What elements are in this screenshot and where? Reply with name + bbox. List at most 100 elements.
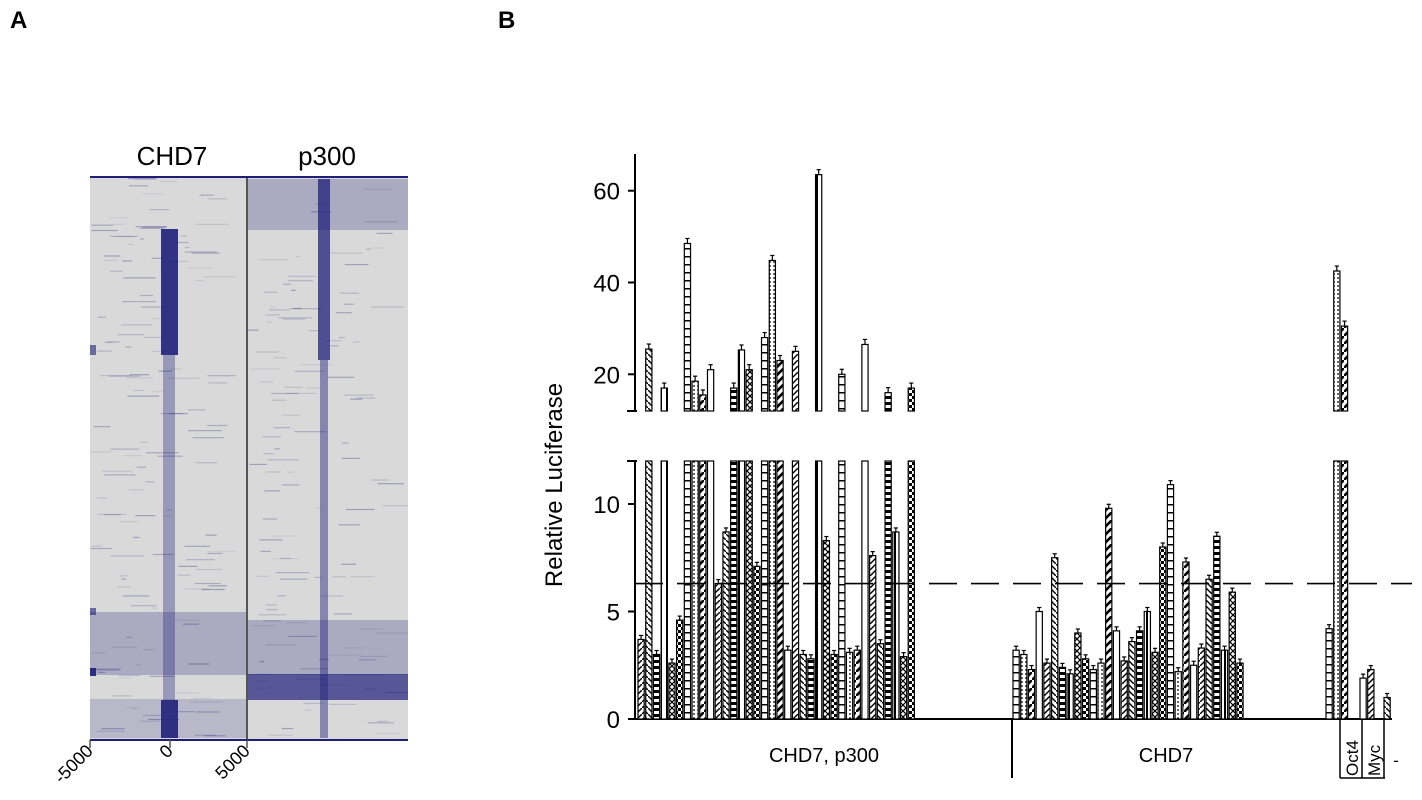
heatmap-streak xyxy=(103,255,121,257)
heatmap-streak xyxy=(204,735,226,737)
heatmap-streak xyxy=(168,413,188,415)
heatmap-streak xyxy=(277,595,286,597)
heatmap-streak xyxy=(148,718,180,721)
heatmap-streak xyxy=(272,399,287,401)
heatmap-streak xyxy=(294,431,327,433)
heatmap-streak xyxy=(207,375,236,377)
heatmap-streak xyxy=(188,663,210,665)
heatmap-streak xyxy=(129,185,149,187)
heatmap-streak xyxy=(202,194,214,196)
heatmap-streak xyxy=(151,607,158,609)
heatmap-streak xyxy=(97,513,127,515)
bar xyxy=(1383,692,1391,720)
y-tick-label: 10 xyxy=(593,492,620,519)
heatmap-streak xyxy=(206,551,236,553)
heatmap-streak xyxy=(288,275,317,277)
heatmap-streak xyxy=(270,306,276,308)
heatmap-streak xyxy=(149,675,175,677)
bar xyxy=(868,550,877,720)
bar xyxy=(637,634,645,720)
group-label: Myc xyxy=(1365,744,1384,776)
bar xyxy=(1325,624,1333,720)
bar xyxy=(645,343,653,720)
bar xyxy=(768,254,777,720)
heatmap-streak xyxy=(169,241,189,244)
y-tick-labels: 0 5 10 20 40 60 xyxy=(593,179,635,734)
bar xyxy=(1197,643,1206,720)
bar xyxy=(1333,265,1341,720)
heatmap-streak xyxy=(165,509,173,511)
heatmap-streak xyxy=(112,695,132,697)
bar xyxy=(1074,628,1082,720)
heatmap-streak xyxy=(289,308,321,310)
heatmap-streak xyxy=(90,547,112,550)
heatmap-streak xyxy=(119,677,132,679)
bar xyxy=(1020,649,1028,720)
heatmap-streak xyxy=(300,364,333,366)
heatmap-streak xyxy=(274,357,287,359)
bar xyxy=(807,654,815,720)
heatmap-streak xyxy=(123,277,156,279)
bar xyxy=(1220,645,1229,720)
heatmap-streak xyxy=(157,455,183,457)
heatmap-streak xyxy=(258,680,268,682)
bar xyxy=(683,237,692,720)
bar xyxy=(1189,660,1198,720)
bar xyxy=(830,649,838,720)
bar xyxy=(838,368,846,720)
heatmap-streak xyxy=(333,613,352,615)
heatmap-streak xyxy=(92,652,107,654)
heatmap-streak xyxy=(116,236,133,238)
heatmap-streak xyxy=(168,260,189,262)
heatmap-streak xyxy=(256,575,269,577)
heatmap-streak xyxy=(186,559,215,561)
heatmap-streak xyxy=(303,702,324,705)
heatmap-streak xyxy=(288,635,317,637)
heatmap-streak xyxy=(341,457,360,459)
bar xyxy=(799,649,807,720)
heatmap-streak xyxy=(117,586,131,588)
heatmap-streak xyxy=(266,604,277,606)
heatmap-streak xyxy=(207,552,223,555)
bar xyxy=(722,527,730,720)
bar xyxy=(1128,636,1136,720)
bar xyxy=(892,527,900,720)
bar xyxy=(675,615,684,720)
heatmap-streak xyxy=(267,459,299,461)
heatmap-streak xyxy=(344,264,369,266)
heatmap-streak xyxy=(142,649,155,651)
heatmap-streak xyxy=(365,688,377,690)
heatmap-streak xyxy=(188,267,213,269)
heatmap-streak xyxy=(158,370,173,372)
heatmap-streak xyxy=(268,734,293,736)
bar xyxy=(1050,553,1059,720)
bar xyxy=(784,645,792,720)
heatmap-streak xyxy=(208,382,228,384)
bar xyxy=(1367,664,1375,720)
bar xyxy=(1112,626,1121,720)
heatmap-streak xyxy=(271,535,297,537)
p300-dense-region xyxy=(247,674,408,700)
heatmap-streak xyxy=(175,692,200,694)
bar xyxy=(1143,606,1152,720)
heatmap-streak xyxy=(196,711,220,713)
heatmap-streak xyxy=(335,312,352,314)
heatmap-streak xyxy=(338,524,360,526)
heatmap-streak xyxy=(330,345,339,347)
heatmap-streak xyxy=(255,351,279,353)
heatmap-streak xyxy=(139,227,164,229)
heatmap-streak xyxy=(326,654,359,656)
heatmap-streak xyxy=(119,575,128,577)
heatmap-streak xyxy=(149,209,170,211)
heatmap-streak xyxy=(364,221,398,223)
bar xyxy=(1081,654,1090,720)
heatmap-streak xyxy=(110,646,138,648)
bar xyxy=(668,658,676,720)
heatmap-streak xyxy=(98,316,106,318)
heatmap-streak xyxy=(363,188,393,190)
heatmap-streak xyxy=(103,259,118,261)
heatmap-streak xyxy=(127,178,157,180)
heatmap-streak xyxy=(134,178,156,180)
heatmap-streak xyxy=(250,368,281,370)
heatmap-streak xyxy=(122,301,156,303)
